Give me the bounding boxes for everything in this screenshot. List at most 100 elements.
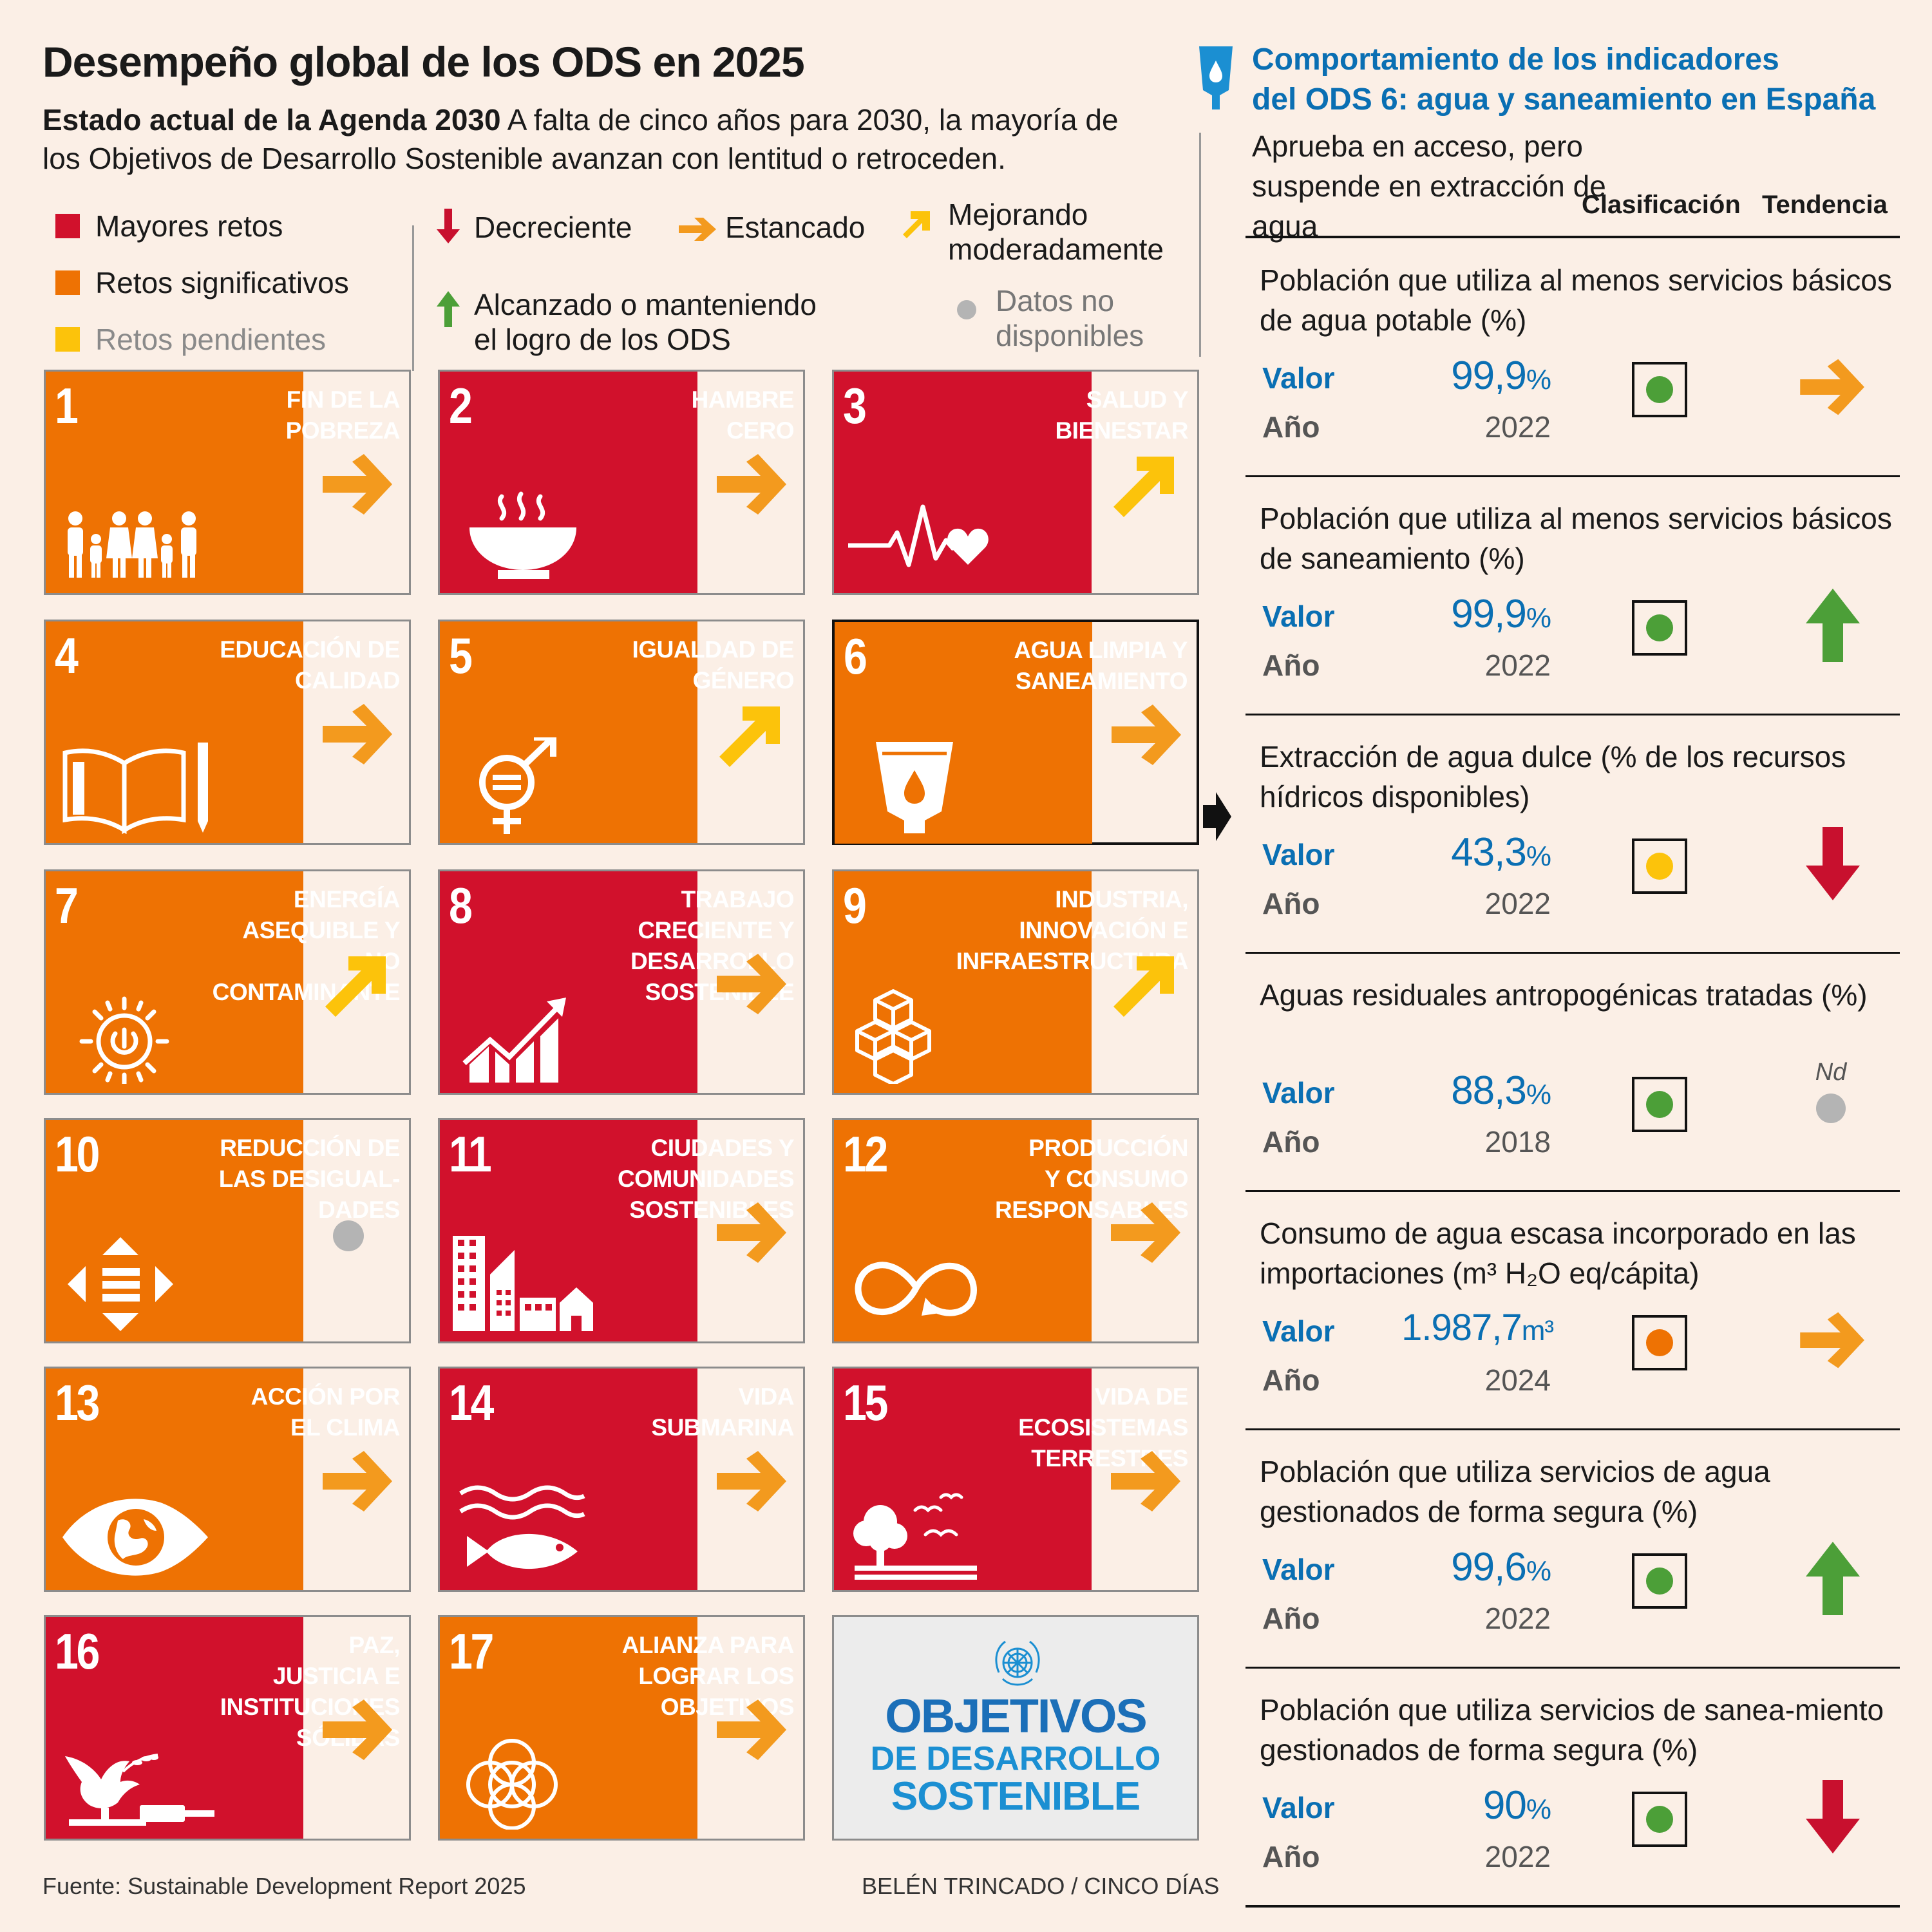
source-note: Fuente: Sustainable Development Report 2… [43, 1873, 526, 1899]
legend-estancado: Estancado [725, 211, 866, 244]
cubes-icon [855, 989, 931, 1084]
indicator-label: Consumo de agua escasa incorporado en la… [1260, 1217, 1856, 1290]
panel-title-l2: del ODS 6: agua y saneamiento en España [1252, 82, 1876, 117]
trend-right-icon [679, 218, 716, 241]
legend-nd: Datos no disponibles [996, 283, 1144, 353]
value-key: Valor [1262, 1791, 1335, 1824]
intro-body: A falta de cinco años para 2030, la mayo… [43, 103, 1119, 175]
rating-box [1632, 1315, 1687, 1370]
legend-decreciente: Decreciente [474, 211, 632, 244]
indicator-year: 2022 [1484, 410, 1551, 444]
goal-status-swatch [46, 621, 303, 843]
trend-arrow-icon [710, 1191, 794, 1274]
goal-number: 2 [449, 377, 473, 434]
goal-number: 16 [55, 1623, 100, 1680]
goal-tile-5: 5 IGUALDAD DE GÉNERO [438, 620, 805, 845]
goal-name: INDUSTRIA, INNOVACIÓN E INFRAESTRUCTURA [956, 886, 1189, 974]
trend-na-dot-icon [1816, 1094, 1846, 1123]
goal-number: 17 [449, 1623, 494, 1680]
goal-number: 4 [55, 627, 79, 684]
trend-right-icon [1794, 345, 1871, 429]
goal-name: ACCIÓN POR EL CLIMA [251, 1383, 401, 1441]
goal-number: 5 [449, 627, 473, 684]
water-glass-icon [876, 742, 953, 833]
rings-icon [466, 1739, 558, 1830]
goal-name: AGUA LIMPIA Y SANEAMIENTO [1014, 637, 1188, 694]
goal-number: 10 [55, 1126, 100, 1182]
row-divider [1245, 952, 1900, 954]
rating-dot-icon [1646, 853, 1673, 880]
row-divider [1245, 1905, 1900, 1908]
panel-title: Comportamiento de los indicadores del ODS… [1252, 40, 1915, 120]
goal-tile-1: 1 FIN DE LA POBREZA [44, 370, 411, 595]
value-key: Valor [1262, 1076, 1335, 1110]
trend-arrow-icon [1104, 1439, 1188, 1523]
trend-down-icon [1794, 822, 1871, 905]
panel-title-l1: Comportamiento de los indicadores [1252, 43, 1779, 77]
legend-divider [412, 225, 414, 371]
trend-right-icon [1794, 1298, 1871, 1382]
indicator-row: Población que utiliza servicios de agua … [1247, 1430, 1899, 1668]
goal-name: FIN DE LA POBREZA [285, 386, 401, 444]
legend-status-1: Mayores retos [55, 209, 283, 243]
trend-arrow-icon [316, 942, 400, 1026]
rating-dot-icon [1646, 1567, 1673, 1595]
goal-status-swatch [46, 1120, 303, 1341]
indicator-label: Población que utiliza servicios de agua … [1260, 1455, 1770, 1528]
sdg-logo-box: OBJETIVOS DE DESARROLLO SOSTENIBLE [832, 1615, 1199, 1841]
value-key: Valor [1262, 1314, 1335, 1348]
goal-status-swatch [440, 1617, 697, 1839]
indicator-value: 1.987,7m³ [1401, 1307, 1554, 1349]
trend-arrow-icon [316, 1439, 400, 1523]
rating-box [1632, 1553, 1687, 1609]
trend-arrow-icon [1104, 1191, 1188, 1274]
water-drop-icon [1197, 45, 1235, 112]
value-key: Valor [1262, 600, 1335, 633]
year-key: Año [1262, 649, 1320, 682]
goal-name: HAMBRE CERO [691, 386, 795, 444]
goal-status-swatch [46, 871, 303, 1093]
goal-number: 14 [449, 1374, 494, 1431]
goal-tile-4: 4 EDUCACIÓN DE CALIDAD [44, 620, 411, 845]
sdg-logo-line1: OBJETIVOS [885, 1689, 1148, 1743]
goal-name: PRODUCCIÓN Y CONSUMO RESPONSABLES [995, 1135, 1189, 1223]
trend-arrow-icon [316, 442, 400, 526]
goal-number: 15 [843, 1374, 888, 1431]
trend-down-icon [1794, 1775, 1871, 1859]
rating-dot-icon [1646, 1806, 1673, 1833]
un-emblem-icon [995, 1640, 1040, 1686]
status-swatch-red [55, 214, 80, 238]
goal-number: 7 [55, 877, 79, 934]
trend-up-icon [1794, 1537, 1871, 1620]
legend-alcanzado-l2: el logro de los ODS [474, 323, 731, 356]
indicator-row: Población que utiliza servicios de sanea… [1247, 1668, 1899, 1906]
indicator-row: Población que utiliza al menos servicios… [1247, 477, 1899, 715]
trend-up-icon [1794, 583, 1871, 667]
legend-status-2: Retos significativos [55, 265, 349, 300]
column-header-tendencia: Tendencia [1762, 191, 1888, 219]
goal-tile-17: 17 ALIANZA PARA LOGRAR LOS OBJETIVOS [438, 1615, 805, 1841]
goal-name: VIDA SUBMARINA [651, 1383, 794, 1441]
goal-tile-6: 6 AGUA LIMPIA Y SANEAMIENTO [832, 620, 1199, 845]
trend-arrow-icon [710, 942, 794, 1026]
goal-number: 11 [449, 1126, 492, 1182]
trend-arrow-icon [710, 1439, 794, 1523]
legend-alcanzado: Alcanzado o manteniendo el logro de los O… [474, 287, 817, 357]
goal-name: VIDA DE ECOSISTEMAS TERRESTRES [1018, 1383, 1188, 1472]
indicator-row: Consumo de agua escasa incorporado en la… [1247, 1191, 1899, 1430]
indicator-label: Población que utiliza al menos servicios… [1260, 263, 1892, 337]
goal-status-swatch [440, 372, 697, 593]
rating-box [1632, 362, 1687, 417]
goal-status-swatch [46, 372, 303, 593]
trend-diagonal-icon [903, 211, 930, 238]
goal-tile-9: 9 INDUSTRIA, INNOVACIÓN E INFRAESTRUCTURA [832, 869, 1199, 1095]
row-divider [1245, 1428, 1900, 1430]
legend-mejorando-l2: moderadamente [948, 232, 1164, 266]
growth-chart-icon [462, 998, 566, 1083]
indicator-row: Población que utiliza al menos servicios… [1247, 238, 1899, 477]
goal-tile-14: 14 VIDA SUBMARINA [438, 1367, 805, 1592]
tree-birds-icon [853, 1493, 977, 1580]
intro-bold: Estado actual de la Agenda 2030 [43, 103, 501, 137]
